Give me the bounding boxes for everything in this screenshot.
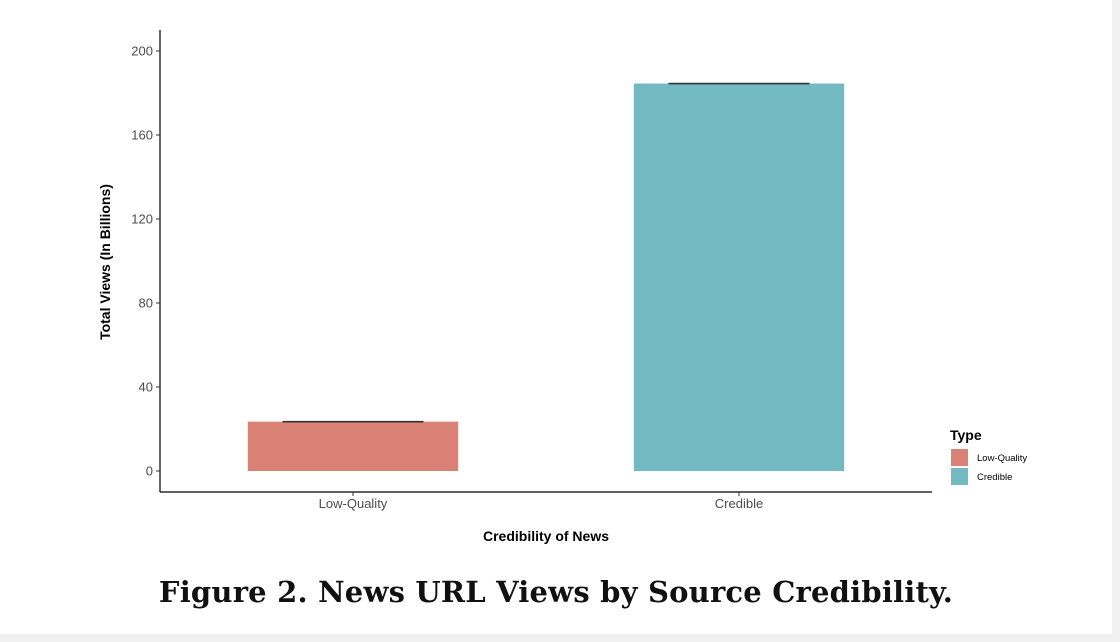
x-tick-label: Low-Quality xyxy=(319,496,388,511)
y-tick-label: 80 xyxy=(139,296,153,311)
figure-caption: Figure 2. News URL Views by Source Credi… xyxy=(158,575,954,609)
bar-low-quality xyxy=(247,421,459,471)
x-tick-label: Credible xyxy=(715,496,763,511)
axes-layer xyxy=(159,30,932,493)
legend-title: Type xyxy=(950,427,982,443)
y-tick-label: 40 xyxy=(139,380,153,395)
legend-swatch xyxy=(951,449,968,466)
error-caps-layer xyxy=(282,82,810,423)
legend: Type Low-Quality Credible xyxy=(950,427,1027,485)
legend-swatch xyxy=(951,468,968,485)
y-tick-label: 200 xyxy=(131,44,153,59)
y-tick-label: 120 xyxy=(131,212,153,227)
legend-label: Low-Quality xyxy=(977,453,1027,464)
y-tick-label: 160 xyxy=(131,128,153,143)
x-axis-title: Credibility of News xyxy=(483,528,609,544)
bar-chart: 0 40 80 120 160 200 Low-Quality Credible Total… xyxy=(97,30,1027,544)
x-ticks: Low-Quality Credible xyxy=(319,492,763,511)
y-axis-title: Total Views (In Billions) xyxy=(97,184,113,340)
bar-credible xyxy=(633,83,845,472)
y-ticks: 0 40 80 120 160 200 xyxy=(131,44,160,479)
legend-entries: Low-Quality Credible xyxy=(951,449,1027,485)
bars-layer xyxy=(247,83,845,472)
y-tick-label: 0 xyxy=(146,464,153,479)
legend-label: Credible xyxy=(977,472,1012,483)
